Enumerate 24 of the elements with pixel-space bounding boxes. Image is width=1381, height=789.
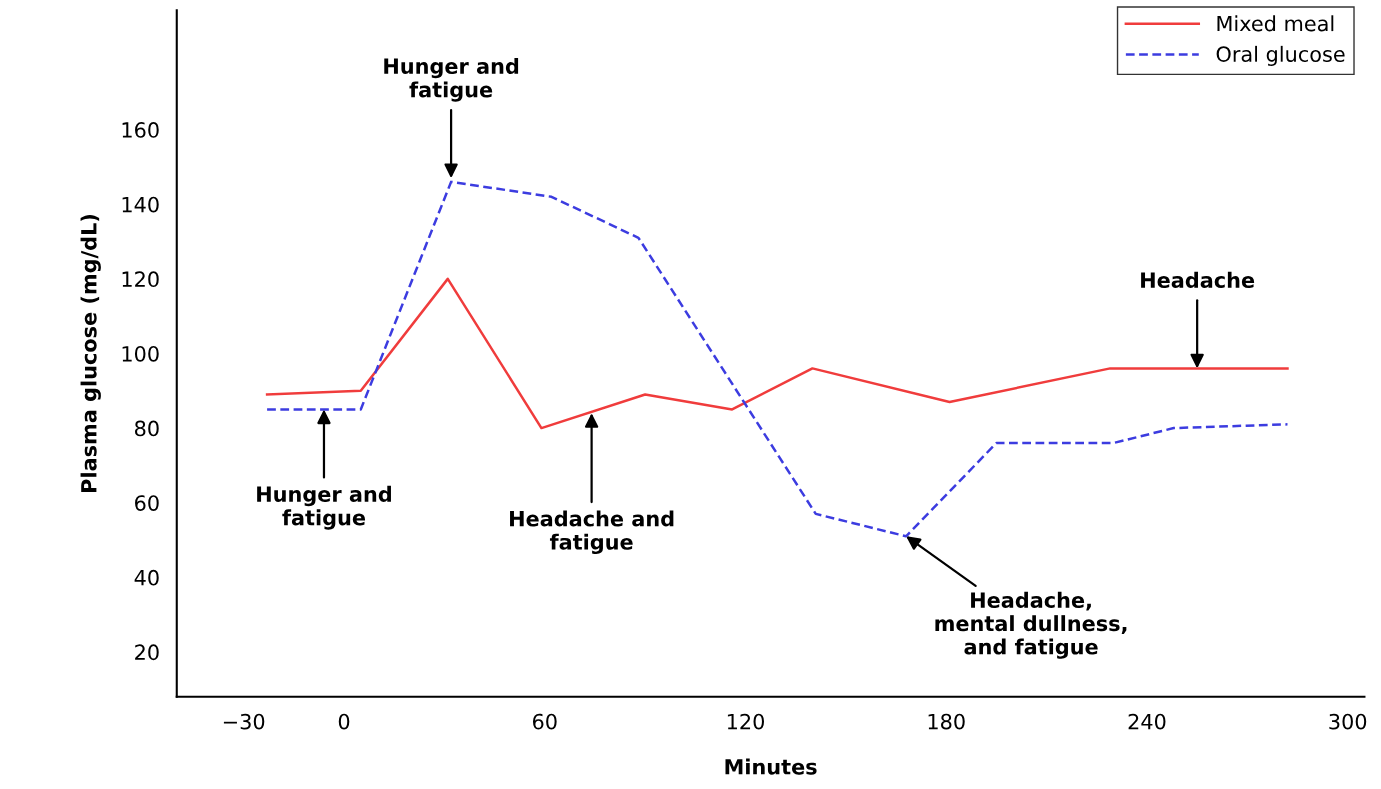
y-tick-label: 120 [122, 271, 159, 288]
annotation: Hunger and fatigue [257, 485, 391, 530]
y-tick-label: 160 [122, 122, 159, 138]
y-tick-label: 140 [122, 196, 159, 213]
x-tick-label: 300 [1329, 713, 1367, 730]
y-tick-label: 20 [135, 644, 159, 661]
annotation: Headache [1141, 271, 1255, 288]
legend-label: Mixed meal [1217, 15, 1334, 32]
x-tick-label: 240 [1128, 713, 1166, 730]
y-tick-label: 80 [135, 420, 159, 437]
y-tick-label: 40 [134, 569, 159, 586]
y-axis-title: Plasma glucose (mg/dL) [80, 214, 101, 492]
x-tick-label: 120 [727, 713, 765, 730]
annotation: Headache, mental dullness, and fatigue [935, 591, 1127, 659]
y-tick-label: 60 [135, 495, 159, 511]
x-tick-label: 60 [532, 713, 557, 730]
y-tick-label: 100 [122, 345, 159, 362]
x-axis-title: Minutes [725, 758, 817, 775]
annotation: Headache and fatigue [510, 510, 674, 555]
x-tick-label: 0 [338, 713, 350, 730]
x-tick-label: −30 [223, 713, 265, 730]
annotation: Hunger and fatigue [384, 57, 519, 102]
x-tick-label: 180 [928, 713, 965, 730]
legend-label: Oral glucose [1216, 45, 1345, 67]
